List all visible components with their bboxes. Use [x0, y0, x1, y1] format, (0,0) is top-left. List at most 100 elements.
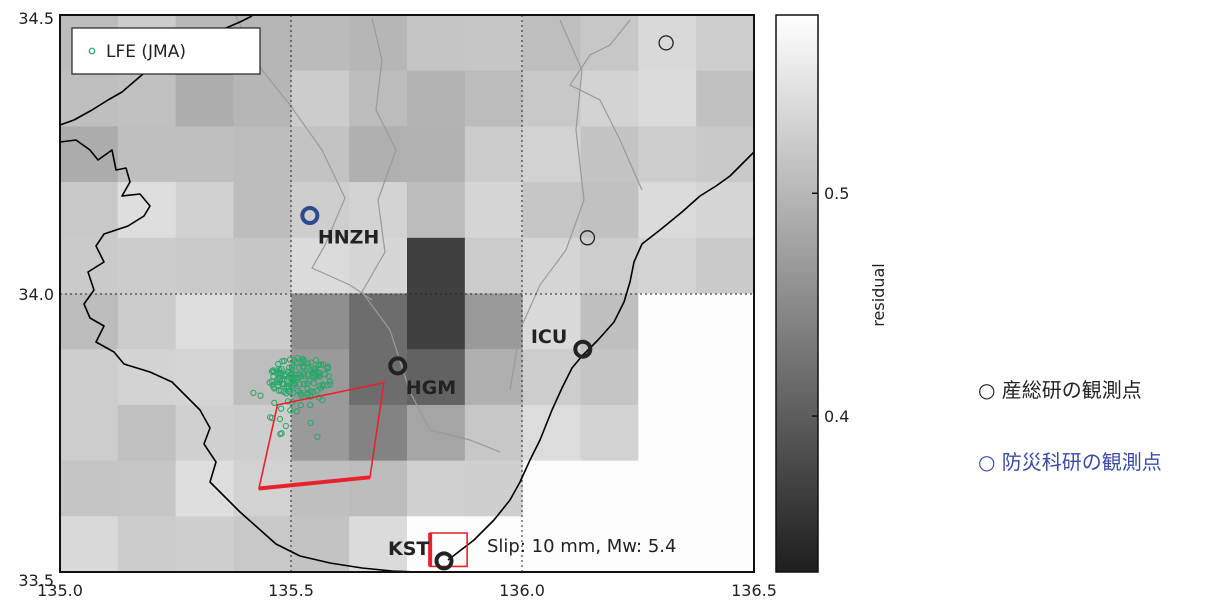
residual-cell [638, 404, 697, 462]
residual-cell [60, 237, 119, 294]
residual-cell [60, 293, 119, 350]
colorbar-ticks: 0.5 0.4 [812, 184, 849, 426]
lfe-event [304, 371, 312, 378]
lfe-event [322, 371, 329, 378]
x-tick-label: 136.0 [499, 581, 545, 600]
lfe-event [279, 358, 286, 365]
residual-cell [291, 460, 350, 517]
lfe-event [300, 380, 307, 388]
residual-cell [464, 404, 524, 462]
lfe-event [274, 378, 281, 386]
residual-cell [291, 70, 350, 127]
residual-cell [407, 404, 466, 462]
lfe-event [298, 392, 305, 399]
slip-annotation: Slip: 10 mm, Mw: 5.4 [487, 536, 676, 557]
residual-cell [464, 182, 524, 239]
residual-cell [60, 404, 119, 462]
residual-cell [696, 404, 754, 462]
residual-cell [175, 516, 234, 572]
station-marker-hnzh [300, 206, 320, 226]
residual-cell [349, 126, 408, 183]
nied-station-note: ○ 防災科研の観測点 [978, 450, 1162, 474]
residual-cell [233, 70, 292, 127]
residual-cell [580, 349, 639, 406]
residual-cell [175, 404, 234, 462]
lfe-event [301, 372, 308, 379]
residual-cell [291, 404, 350, 462]
prefecture-border [235, 15, 373, 301]
residual-cell [233, 237, 292, 294]
lfe-event [283, 377, 291, 385]
lfe-event [313, 373, 320, 380]
residual-cell [60, 182, 119, 239]
residual-cell [638, 516, 697, 572]
lfe-event [310, 388, 317, 396]
residual-cell [580, 237, 639, 294]
lfe-event [282, 422, 290, 430]
residual-cell [580, 516, 639, 572]
residual-cell [233, 293, 292, 350]
fault-top-edge [258, 475, 371, 491]
x-tick-label: 135.5 [268, 581, 314, 600]
lfe-event [297, 402, 304, 409]
residual-cell [407, 349, 466, 406]
lfe-event [312, 356, 320, 364]
residual-cell [696, 182, 754, 239]
colorbar: 0.5 0.4 residual [775, 14, 888, 573]
residual-cell [464, 126, 524, 183]
residual-cell [407, 70, 466, 127]
lfe-event [316, 382, 323, 390]
residual-cell [522, 182, 581, 239]
lfe-event [314, 433, 321, 441]
residual-cell [407, 293, 466, 350]
lfe-event [310, 366, 318, 373]
map-frame [59, 14, 755, 573]
lfe-event [286, 356, 294, 363]
residual-cell [464, 70, 524, 127]
lfe-event [281, 372, 288, 380]
residual-cell [580, 182, 639, 239]
graticule [60, 15, 754, 572]
residual-cell [638, 182, 697, 239]
residual-cell [580, 293, 639, 350]
residual-grid [60, 15, 754, 572]
residual-cell [233, 126, 292, 183]
lfe-event [305, 377, 313, 384]
prefecture-borders [235, 15, 643, 453]
residual-cell [696, 15, 754, 72]
residual-cell [60, 126, 119, 183]
residual-cell [349, 70, 408, 127]
residual-cell [175, 126, 234, 183]
legend-box: LFE (JMA) [71, 27, 261, 75]
residual-cell [349, 182, 408, 239]
residual-cell [60, 516, 119, 572]
residual-cell [696, 126, 754, 183]
residual-cell [291, 293, 350, 350]
lfe-event [278, 430, 285, 437]
station-marker-unlabeled [658, 35, 674, 51]
residual-cell [522, 15, 581, 72]
lfe-event [315, 361, 323, 369]
lfe-event [313, 387, 320, 394]
lfe-event [324, 365, 331, 372]
prefecture-border [361, 17, 501, 453]
coastline-west [60, 139, 419, 572]
residual-cell [117, 349, 177, 406]
lfe-event [280, 376, 288, 383]
residual-cell [464, 293, 524, 350]
lfe-legend-icon [88, 47, 96, 55]
residual-cell [522, 70, 581, 127]
residual-cell [117, 404, 177, 462]
residual-cell [580, 70, 639, 127]
residual-cell [638, 237, 697, 294]
residual-cell [407, 460, 466, 517]
colorbar-label: residual [869, 263, 888, 326]
prefecture-border [509, 19, 585, 391]
lfe-event [275, 360, 282, 368]
fault-planes [257, 381, 468, 568]
residual-cell [175, 70, 234, 127]
residual-cell [580, 404, 639, 462]
residual-cell [291, 15, 350, 72]
lfe-event [287, 407, 294, 414]
residual-cell [696, 293, 754, 350]
